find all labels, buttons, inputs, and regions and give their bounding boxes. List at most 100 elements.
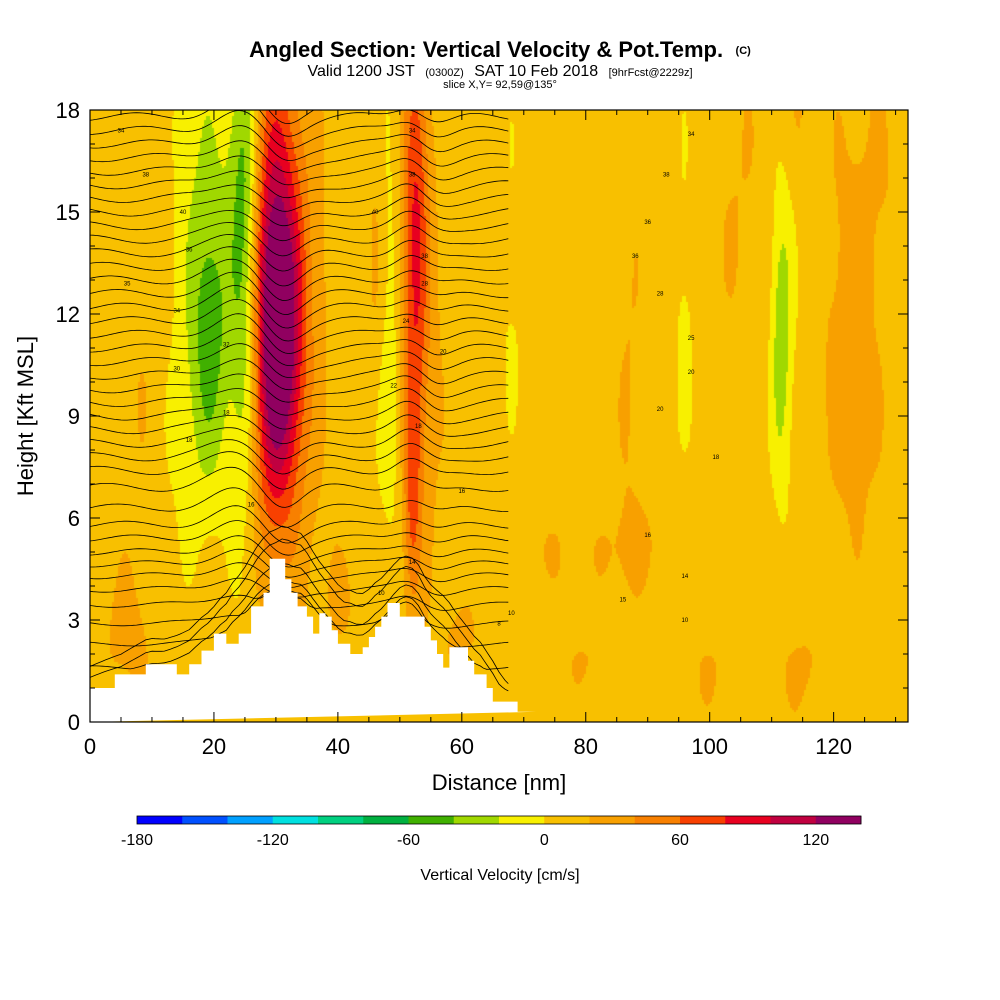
contour-label: 38 [663,173,670,179]
contour-label: 28 [421,281,428,287]
contour-label: 38 [421,254,428,260]
x-axis: 0 20 40 60 80 100 120 [84,110,897,759]
y-tick-label: 18 [56,98,80,123]
isotherm-line [90,258,509,301]
y-tick-label: 3 [68,608,80,633]
valid-date: SAT 10 Feb 2018 [474,63,598,80]
y-tick-label: 15 [56,200,80,225]
colorbar-swatch [227,816,274,824]
contour-label: 16 [458,489,465,495]
colorbar-swatch [815,816,862,824]
colorbar-swatch [453,816,500,824]
colorbar-swatch [589,816,636,824]
contour-label: 10 [682,618,689,624]
contour-label: 35 [124,281,131,287]
isotherm-line [90,110,509,137]
y-tick-label: 6 [68,506,80,531]
contour-label: 18 [186,438,193,444]
isotherm-line [90,579,509,648]
contour-label: 32 [223,343,230,349]
colorbar-tick-label: 60 [671,832,689,849]
isotherm-line [90,414,509,445]
chart-title-units: (C) [736,45,752,57]
contour-label: 25 [688,336,695,342]
isotherm-line [90,234,509,272]
colorbar-swatch [725,816,771,824]
x-tick-label: 0 [84,734,96,759]
isotherm-line [90,577,509,598]
terrain [90,558,537,722]
contour-label: 15 [620,598,627,604]
isotherm-line [90,588,509,629]
potential-temperature-contours [90,110,509,692]
isotherm-line [90,535,509,568]
isotherm-line [90,373,509,403]
contour-label: 8 [497,621,501,627]
contour-label: 34 [409,128,416,134]
contour-label: 40 [372,210,379,216]
forecast-tag: [9hrFcst@2229z] [609,67,693,79]
vertical-velocity-field [90,110,908,722]
contour-label: 16 [644,533,651,539]
colorbar-tick-label: -180 [121,832,153,849]
isotherm-line [90,155,509,186]
isotherm-line [90,125,509,161]
isotherm-line [90,439,509,475]
colorbar: -180 -120 -60 0 60 120 [121,815,862,849]
isotherm-line [90,343,509,378]
isotherm-line [90,520,509,556]
colorbar-swatch [318,816,364,824]
valid-zulu: (0300Z) [425,67,464,79]
isotherm-line [90,538,509,692]
colorbar-swatch [272,816,319,824]
contour-label: 34 [118,128,125,134]
plot-area: 34 38 40 36 35 34 32 30 18 18 16 34 38 40 38 28 24 20 22 18… [89,109,909,723]
contour-label: 30 [173,366,180,372]
contour-label: 20 [657,407,664,413]
slice-info: slice X,Y= 92,59@135° [443,79,557,91]
colorbar-tick-label: -120 [257,832,289,849]
isotherm-line [90,246,509,287]
colorbar-swatch [137,816,183,824]
y-axis-label: Height [Kft MSL] [13,336,38,496]
isotherm-line [90,505,509,544]
contour-label: 18 [713,455,720,461]
x-tick-label: 40 [326,734,350,759]
isotherm-line [90,196,509,227]
chart-subtitle: Valid 1200 JST (0300Z) SAT 10 Feb 2018 [… [307,63,692,80]
chart-title-main: Angled Section: Vertical Velocity & Pot.… [249,37,723,62]
contour-label: 10 [508,611,515,617]
isotherm-line [90,183,509,212]
y-tick-label: 9 [68,404,80,429]
contour-label: 20 [688,370,695,376]
contour-label: 14 [409,560,416,566]
contour-label: 36 [632,254,639,260]
isotherm-line [90,451,509,490]
colorbar-swatch [770,816,817,824]
isotherm-line [90,298,509,342]
contour-label: 36 [186,247,193,253]
contour-label: 38 [142,173,149,179]
chart-title: Angled Section: Vertical Velocity & Pot.… [249,37,751,62]
x-tick-label: 100 [691,734,728,759]
isotherm-line [90,562,509,588]
x-tick-label: 20 [202,734,226,759]
contour-label: 20 [440,349,447,355]
isotherm-line [90,487,509,528]
contour-label: 14 [682,574,689,580]
contour-label: 36 [644,220,651,226]
x-tick-label: 60 [450,734,474,759]
isotherm-line [90,387,509,416]
isotherm-line [90,209,509,242]
isotherm-line [90,285,509,329]
isotherm-line [268,110,315,125]
colorbar-swatch [544,816,590,824]
isotherm-line [90,313,509,354]
isotherm-line [90,222,509,257]
colorbar-swatch [499,816,545,824]
contour-label: 16 [248,502,255,508]
contour-labels: 34 38 40 36 35 34 32 30 18 18 16 34 38 40 38 28 24 20 22 18… [118,128,720,627]
isotherm-line [90,170,509,199]
